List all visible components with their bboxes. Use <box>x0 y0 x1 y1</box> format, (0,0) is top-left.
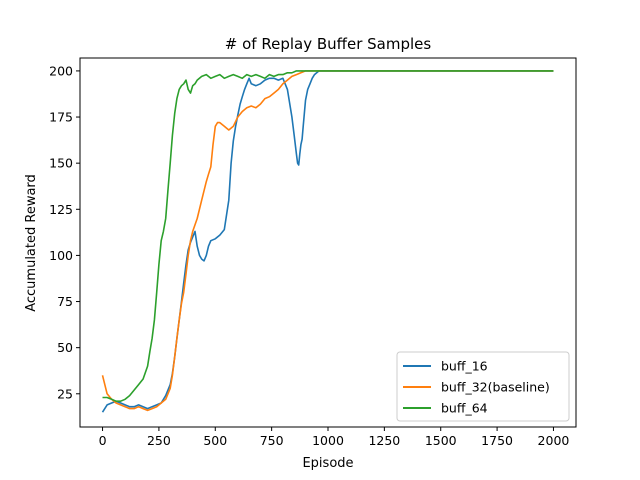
x-tick-label: 500 <box>203 433 227 448</box>
y-tick-label: 25 <box>57 386 73 401</box>
y-tick-label: 125 <box>49 202 73 217</box>
y-tick-label: 150 <box>49 156 73 171</box>
x-tick-label: 1000 <box>312 433 344 448</box>
x-tick-label: 1500 <box>425 433 457 448</box>
x-tick-label: 0 <box>99 433 107 448</box>
legend-label-buff_64: buff_64 <box>441 401 488 416</box>
series-line-buff_64 <box>102 70 554 402</box>
legend-frame <box>396 351 570 422</box>
y-axis-label: Accumulated Reward <box>24 174 39 312</box>
x-tick-label: 1250 <box>368 433 400 448</box>
x-axis-label: Episode <box>302 456 353 471</box>
y-tick-label: 200 <box>49 63 73 78</box>
y-tick-label: 50 <box>57 340 73 355</box>
x-tick-label: 2000 <box>538 433 570 448</box>
x-tick-label: 250 <box>147 433 171 448</box>
y-axis: 25 50 75 100 125 150 175 200 <box>49 63 80 401</box>
legend-label-buff_16: buff_16 <box>441 359 488 374</box>
y-tick-label: 75 <box>57 294 73 309</box>
x-tick-label: 750 <box>260 433 284 448</box>
series-line-buff_32(baseline) <box>101 70 554 412</box>
y-tick-label: 175 <box>49 110 73 125</box>
x-tick-label: 1750 <box>481 433 513 448</box>
legend-label-buff_32(baseline): buff_32(baseline) <box>441 380 550 395</box>
plot-area <box>101 70 554 413</box>
y-tick-label: 100 <box>49 248 73 263</box>
x-axis: 0 250 500 750 1000 1250 1500 1750 2000 <box>99 427 570 448</box>
legend: buff_16 buff_32(baseline) buff_64 <box>396 351 570 422</box>
chart-title: # of Replay Buffer Samples <box>225 35 432 53</box>
